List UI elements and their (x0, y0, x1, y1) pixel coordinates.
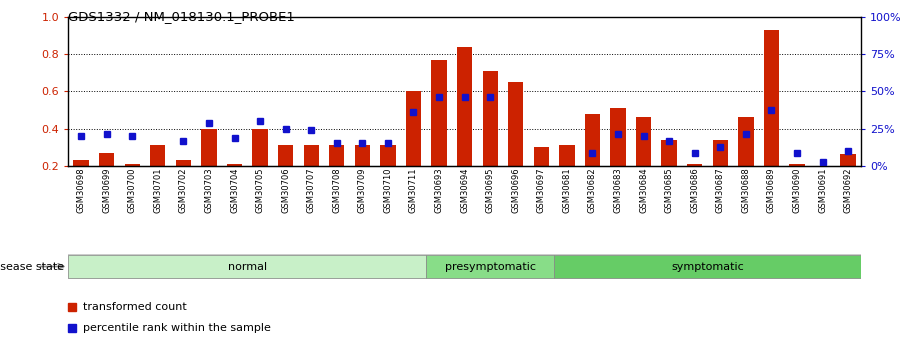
Text: GDS1332 / NM_018130.1_PROBE1: GDS1332 / NM_018130.1_PROBE1 (68, 10, 295, 23)
Bar (554, 255, 861, 278)
Text: GSM30689: GSM30689 (767, 167, 776, 213)
Bar (841, 155, 855, 166)
Text: GSM30710: GSM30710 (384, 167, 393, 213)
Text: GSM30681: GSM30681 (562, 167, 571, 213)
Text: presymptomatic: presymptomatic (445, 262, 536, 272)
Bar (559, 145, 575, 166)
Text: GSM30702: GSM30702 (179, 167, 188, 213)
Text: GSM30691: GSM30691 (818, 167, 827, 213)
Text: GSM30708: GSM30708 (333, 167, 342, 213)
Bar (426, 255, 554, 278)
Bar (125, 164, 140, 166)
Text: GSM30699: GSM30699 (102, 167, 111, 213)
Text: GSM30686: GSM30686 (691, 167, 700, 213)
Bar (534, 147, 549, 166)
Bar (99, 152, 115, 166)
Text: GSM30700: GSM30700 (128, 167, 137, 213)
Text: GSM30705: GSM30705 (256, 167, 264, 213)
Bar (150, 145, 166, 166)
Text: GSM30687: GSM30687 (716, 167, 725, 213)
Bar (763, 30, 779, 166)
Bar (789, 164, 804, 166)
Bar (278, 145, 293, 166)
Bar (457, 47, 472, 166)
Text: normal: normal (228, 262, 267, 272)
Bar (329, 145, 344, 166)
Text: GSM30690: GSM30690 (793, 167, 802, 213)
Bar (687, 164, 702, 166)
Text: GSM30695: GSM30695 (486, 167, 495, 213)
Text: GSM30709: GSM30709 (358, 167, 367, 213)
Text: GSM30692: GSM30692 (844, 167, 853, 213)
Bar (636, 117, 651, 166)
Bar (508, 82, 524, 166)
Text: GSM30698: GSM30698 (77, 167, 86, 213)
Bar (405, 91, 421, 166)
Text: GSM30707: GSM30707 (307, 167, 316, 213)
Text: GSM30701: GSM30701 (153, 167, 162, 213)
Text: GSM30697: GSM30697 (537, 167, 546, 213)
Text: disease state: disease state (0, 262, 64, 272)
Text: GSM30684: GSM30684 (640, 167, 648, 213)
Text: GSM30696: GSM30696 (511, 167, 520, 213)
Text: percentile rank within the sample: percentile rank within the sample (83, 323, 271, 333)
Bar (201, 128, 217, 166)
Bar (68, 255, 426, 278)
Text: GSM30683: GSM30683 (613, 167, 622, 213)
Bar (814, 166, 830, 180)
Text: GSM30682: GSM30682 (588, 167, 597, 213)
Bar (74, 160, 88, 166)
Text: GSM30685: GSM30685 (665, 167, 673, 213)
Text: GSM30703: GSM30703 (204, 167, 213, 213)
Text: GSM30688: GSM30688 (742, 167, 751, 213)
Bar (661, 140, 677, 166)
Bar (712, 140, 728, 166)
Text: GSM30706: GSM30706 (281, 167, 290, 213)
Bar (303, 145, 319, 166)
Text: GSM30694: GSM30694 (460, 167, 469, 213)
Bar (483, 71, 497, 166)
Bar (738, 117, 753, 166)
Bar (585, 114, 600, 166)
Bar (252, 128, 268, 166)
Text: GSM30711: GSM30711 (409, 167, 418, 213)
Bar (227, 164, 242, 166)
Bar (176, 160, 191, 166)
Bar (380, 145, 395, 166)
Bar (610, 108, 626, 166)
Text: GSM30693: GSM30693 (435, 167, 444, 213)
Text: GSM30704: GSM30704 (230, 167, 239, 213)
Text: transformed count: transformed count (83, 302, 187, 312)
Bar (354, 145, 370, 166)
Bar (432, 60, 446, 166)
Text: symptomatic: symptomatic (671, 262, 744, 272)
